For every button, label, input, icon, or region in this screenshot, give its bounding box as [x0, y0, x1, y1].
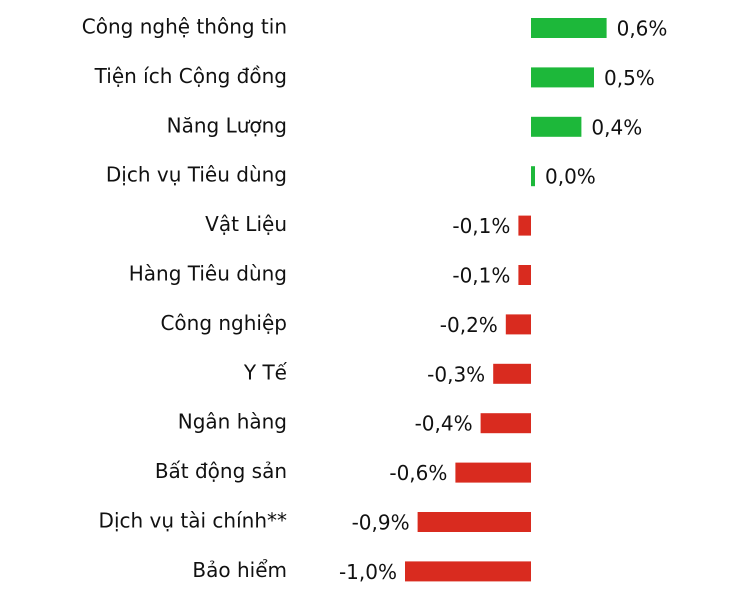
- value-label: -0,9%: [352, 511, 410, 535]
- value-label: -0,1%: [452, 264, 510, 288]
- category-label: Dịch vụ tài chính**: [99, 509, 287, 533]
- category-label: Vật Liệu: [205, 212, 287, 236]
- category-label: Tiện ích Cộng đồng: [94, 64, 287, 88]
- bar: [480, 413, 531, 434]
- value-label: -0,3%: [427, 362, 485, 386]
- category-label: Ngân hàng: [178, 410, 287, 434]
- category-label: Dịch vụ Tiêu dùng: [106, 163, 287, 187]
- category-label: Bảo hiểm: [192, 558, 287, 582]
- value-label: 0,4%: [591, 115, 642, 139]
- category-label: Công nghiệp: [160, 311, 287, 335]
- value-label: -0,2%: [440, 313, 498, 337]
- category-label: Công nghệ thông tin: [82, 15, 287, 39]
- bar: [531, 18, 607, 38]
- bar: [505, 314, 531, 335]
- bar: [531, 67, 594, 88]
- bar: [493, 363, 531, 384]
- category-label: Bất động sản: [155, 459, 287, 483]
- bar: [455, 462, 531, 483]
- bar: [531, 116, 582, 137]
- bar: [518, 215, 531, 236]
- bar: [531, 166, 535, 187]
- bar: [417, 512, 531, 532]
- value-label: -0,1%: [452, 214, 510, 238]
- category-label: Y Tế: [243, 360, 288, 384]
- value-label: 0,5%: [604, 66, 655, 90]
- bar: [518, 265, 531, 285]
- category-label: Năng Lượng: [167, 113, 287, 137]
- value-label: -0,4%: [415, 412, 473, 436]
- value-label: -1,0%: [339, 560, 397, 584]
- value-label: 0,6%: [617, 17, 668, 41]
- bar: [405, 561, 531, 582]
- value-label: -0,6%: [389, 461, 447, 485]
- category-label: Hàng Tiêu dùng: [129, 262, 287, 286]
- value-label: 0,0%: [545, 165, 596, 189]
